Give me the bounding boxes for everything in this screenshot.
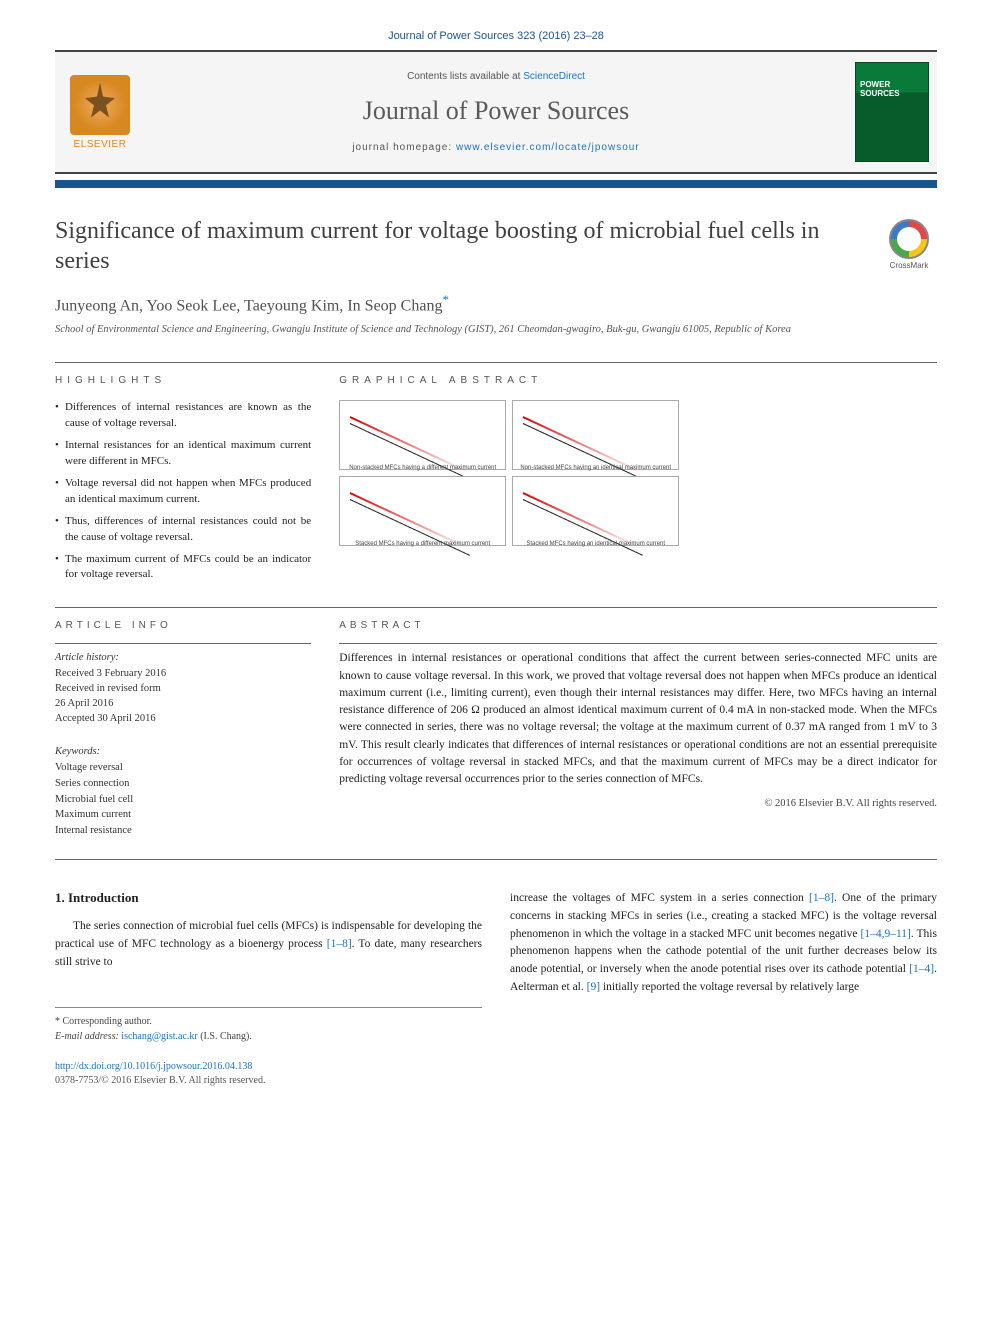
corresponding-author-note: * Corresponding author. [55, 1014, 482, 1029]
email-link[interactable]: ischang@gist.ac.kr [121, 1031, 197, 1042]
divider [55, 607, 937, 608]
article-info-label: ARTICLE INFO [55, 620, 311, 631]
graphical-abstract-label: GRAPHICAL ABSTRACT [339, 375, 937, 386]
email-label: E-mail address: [55, 1031, 121, 1042]
crossmark-badge[interactable]: CrossMark [881, 216, 937, 272]
keyword: Internal resistance [55, 825, 132, 836]
article-history: Article history: Received 3 February 201… [55, 650, 311, 726]
highlight-item: Voltage reversal did not happen when MFC… [55, 476, 311, 508]
crossmark-icon [889, 219, 929, 259]
ga-panel-1: Non-stacked MFCs having a different maxi… [339, 400, 506, 470]
bottom-metadata: http://dx.doi.org/10.1016/j.jpowsour.201… [55, 1060, 937, 1088]
highlight-item: The maximum current of MFCs could be an … [55, 552, 311, 584]
journal-cover-icon [855, 62, 929, 162]
sciencedirect-link[interactable]: ScienceDirect [523, 71, 585, 82]
highlight-item: Thus, differences of internal resistance… [55, 514, 311, 546]
publisher-name: ELSEVIER [74, 139, 127, 150]
keyword: Maximum current [55, 809, 131, 820]
history-accepted: Accepted 30 April 2016 [55, 713, 156, 724]
elsevier-tree-icon [70, 75, 130, 135]
ga-caption: Non-stacked MFCs having an identical max… [520, 465, 671, 471]
highlight-item: Differences of internal resistances are … [55, 400, 311, 432]
section-heading-intro: 1. Introduction [55, 890, 482, 906]
contents-available-line: Contents lists available at ScienceDirec… [155, 71, 837, 82]
history-revised-line1: Received in revised form [55, 683, 161, 694]
ref-link[interactable]: [1–4,9–11] [860, 928, 910, 940]
accent-bar [55, 180, 937, 188]
keyword: Series connection [55, 778, 129, 789]
highlights-list: Differences of internal resistances are … [55, 400, 311, 583]
corresponding-marker: * [442, 292, 449, 307]
article-title: Significance of maximum current for volt… [55, 216, 861, 276]
affiliation: School of Environmental Science and Engi… [55, 323, 937, 338]
copyright-line: © 2016 Elsevier B.V. All rights reserved… [339, 798, 937, 809]
graphical-abstract: Non-stacked MFCs having a different maxi… [339, 400, 679, 546]
abstract-label: ABSTRACT [339, 620, 937, 631]
divider [55, 643, 311, 644]
ga-caption: Stacked MFCs having an identical maximum… [526, 541, 665, 547]
keywords-heading: Keywords: [55, 744, 311, 760]
history-revised-line2: 26 April 2016 [55, 698, 113, 709]
ref-link[interactable]: [9] [587, 981, 600, 993]
divider [55, 859, 937, 860]
divider [55, 362, 937, 363]
keywords-block: Keywords: Voltage reversal Series connec… [55, 744, 311, 839]
journal-name: Journal of Power Sources [155, 96, 837, 126]
keyword: Microbial fuel cell [55, 794, 133, 805]
homepage-prefix: journal homepage: [352, 142, 456, 153]
homepage-link[interactable]: www.elsevier.com/locate/jpowsour [456, 142, 640, 153]
journal-cover-block [847, 52, 937, 172]
keyword: Voltage reversal [55, 762, 123, 773]
intro-paragraph-col1: The series connection of microbial fuel … [55, 918, 482, 971]
ref-link[interactable]: [1–8] [327, 938, 352, 950]
ga-panel-3: Stacked MFCs having a different maximum … [339, 476, 506, 546]
homepage-line: journal homepage: www.elsevier.com/locat… [155, 142, 837, 153]
divider [339, 643, 937, 644]
intro-paragraph-col2: increase the voltages of MFC system in a… [510, 890, 937, 997]
doi-link[interactable]: http://dx.doi.org/10.1016/j.jpowsour.201… [55, 1060, 937, 1074]
journal-banner: ELSEVIER Contents lists available at Sci… [55, 50, 937, 174]
ga-panel-2: Non-stacked MFCs having an identical max… [512, 400, 679, 470]
history-heading: Article history: [55, 652, 119, 663]
crossmark-label: CrossMark [890, 261, 929, 270]
contents-prefix: Contents lists available at [407, 71, 523, 82]
highlights-label: HIGHLIGHTS [55, 375, 311, 386]
author-list: Junyeong An, Yoo Seok Lee, Taeyoung Kim,… [55, 292, 937, 315]
ref-link[interactable]: [1–8] [809, 892, 834, 904]
publisher-logo-block: ELSEVIER [55, 52, 145, 172]
email-attribution: (I.S. Chang). [198, 1031, 252, 1042]
ga-caption: Non-stacked MFCs having a different maxi… [349, 465, 496, 471]
issn-line: 0378-7753/© 2016 Elsevier B.V. All right… [55, 1074, 937, 1088]
author-names: Junyeong An, Yoo Seok Lee, Taeyoung Kim,… [55, 297, 442, 314]
ga-panel-4: Stacked MFCs having an identical maximum… [512, 476, 679, 546]
ga-caption: Stacked MFCs having a different maximum … [355, 541, 490, 547]
page-citation: Journal of Power Sources 323 (2016) 23–2… [55, 30, 937, 42]
ref-link[interactable]: [1–4] [909, 963, 934, 975]
abstract-text: Differences in internal resistances or o… [339, 650, 937, 788]
footnotes: * Corresponding author. E-mail address: … [55, 1007, 482, 1044]
body-run: increase the voltages of MFC system in a… [510, 892, 809, 904]
body-run: initially reported the voltage reversal … [600, 981, 859, 993]
history-received: Received 3 February 2016 [55, 668, 166, 679]
highlight-item: Internal resistances for an identical ma… [55, 438, 311, 470]
